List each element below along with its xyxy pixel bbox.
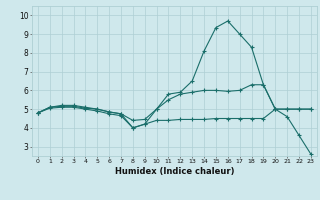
X-axis label: Humidex (Indice chaleur): Humidex (Indice chaleur) [115,167,234,176]
